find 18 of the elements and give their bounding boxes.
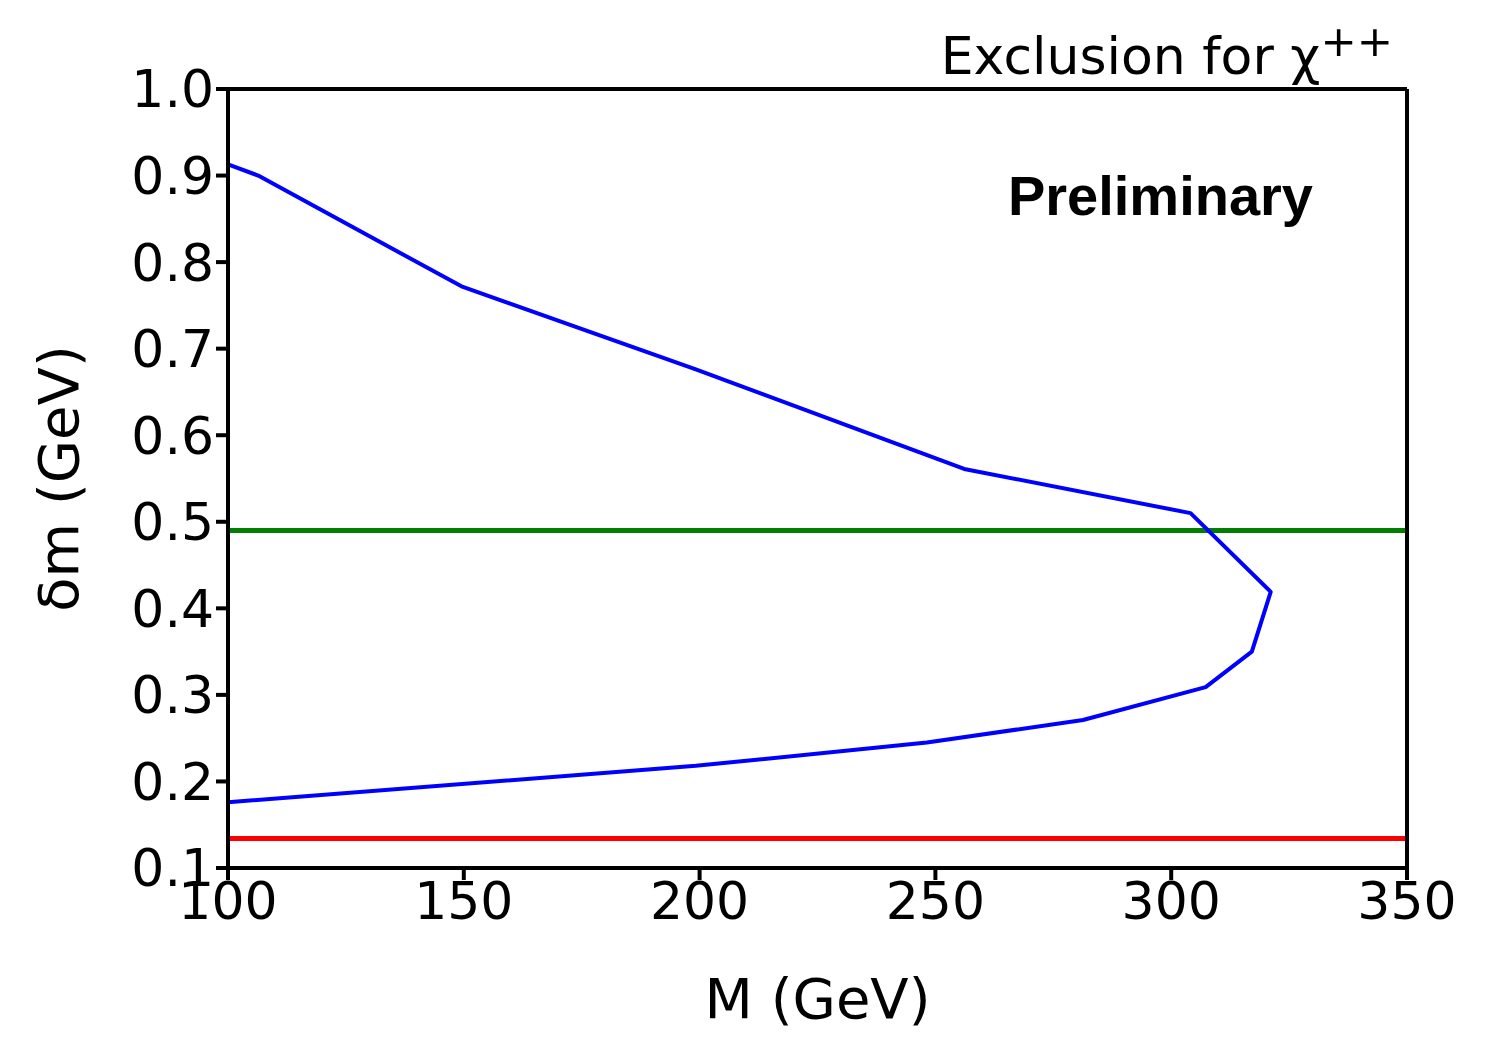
chart-title: Exclusion for χ$^{++}$	[940, 16, 1393, 87]
y-tick-label: 1.0	[131, 59, 214, 120]
y-tick-label: 0.7	[131, 319, 214, 380]
y-tick-label: 0.4	[131, 578, 214, 639]
x-tick-label: 350	[1357, 870, 1457, 931]
annotation: Preliminary	[1007, 163, 1313, 228]
x-axis-title: M (GeV)	[704, 966, 931, 1031]
y-tick-label: 0.3	[131, 665, 214, 726]
y-tick-label: 0.6	[131, 405, 214, 466]
x-tick-label: 300	[1121, 870, 1221, 931]
x-tick-label: 200	[649, 870, 750, 931]
x-tick-label: 250	[885, 870, 986, 931]
y-tick-label: 0.5	[131, 492, 214, 553]
y-axis-title: δm (GeV)	[25, 345, 91, 612]
y-tick-label: 0.2	[131, 751, 214, 812]
y-tick-label: 0.9	[131, 146, 214, 207]
y-tick-label: 0.8	[131, 232, 214, 293]
x-tick-label: 150	[414, 870, 514, 931]
